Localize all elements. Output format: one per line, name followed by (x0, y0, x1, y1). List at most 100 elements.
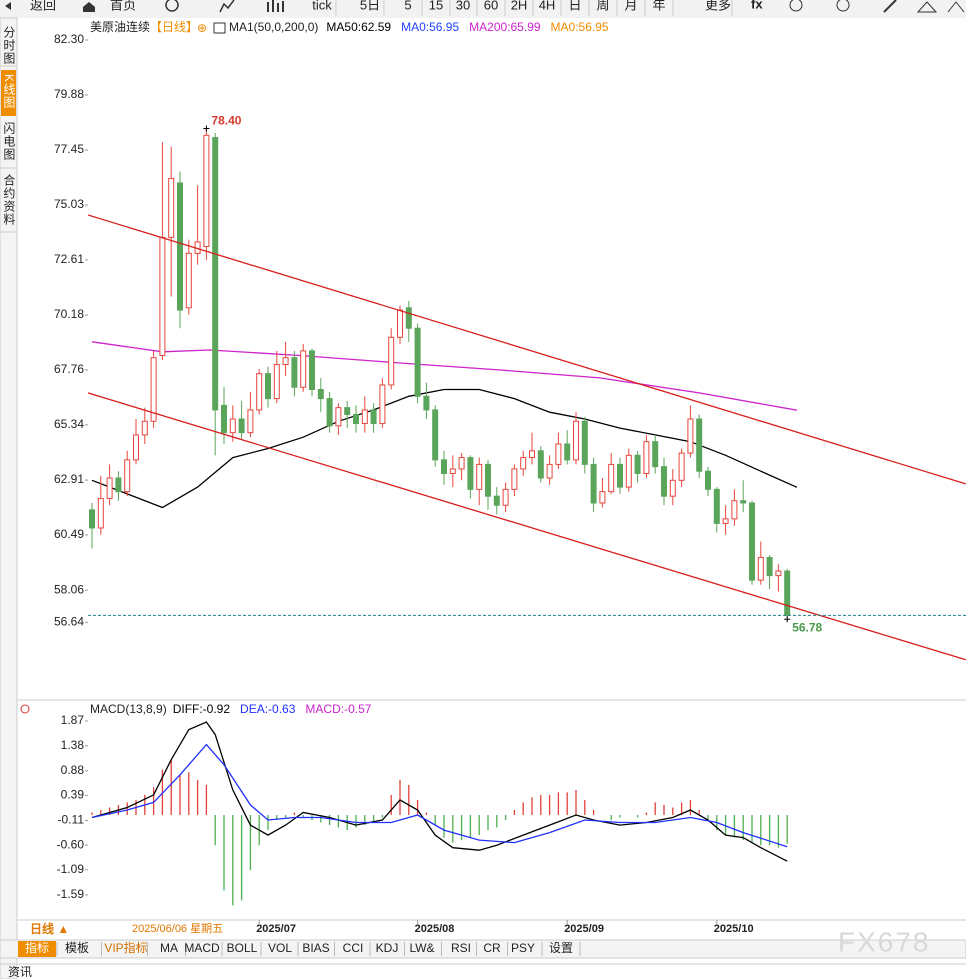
toolbar-item[interactable]: 周 (596, 0, 609, 12)
candle-body (564, 443, 571, 461)
tab[interactable]: LW& (409, 941, 434, 955)
tab[interactable]: BIAS (302, 941, 329, 955)
plot (88, 128, 966, 661)
tab[interactable]: MACD (184, 941, 220, 955)
candle-body (731, 500, 738, 520)
pen-icon[interactable] (883, 0, 897, 13)
back-icon (5, 2, 11, 10)
tab-active (18, 941, 56, 957)
candle-body (414, 327, 421, 397)
toolbar-item[interactable]: 年 (652, 0, 665, 12)
candle-body (713, 488, 720, 524)
zoom-in[interactable] (836, 0, 850, 12)
toolbar-item[interactable]: 首页 (110, 0, 136, 12)
candle-body (317, 389, 324, 400)
footer[interactable]: 资讯 (8, 965, 32, 979)
tab[interactable]: PSY (511, 941, 535, 955)
candle-icon[interactable] (267, 0, 284, 12)
fx-icon[interactable]: fx (751, 0, 763, 11)
settings-icon[interactable] (20, 704, 30, 714)
candle-body (678, 452, 685, 481)
legend-entry: MA200:65.99 (469, 20, 541, 34)
zoom-out[interactable] (789, 0, 803, 12)
tab[interactable]: VOL (268, 941, 292, 955)
y-tick-label: 77.45 (54, 142, 84, 156)
candle-body (344, 407, 351, 415)
bottom-tabs: 指标 模板 VIP指标 MA MACD BOLL VOL BIAS CCI KDJ LW& RSI CR… (18, 940, 581, 957)
toolbar-item[interactable]: 5 (404, 0, 411, 12)
side-tab[interactable]: 分时图 (2, 26, 16, 65)
tab[interactable]: KDJ (376, 941, 399, 955)
candle-body (520, 457, 527, 470)
y-tick-label: -1.09 (57, 862, 85, 876)
candle-body (309, 350, 315, 391)
toolbar-item[interactable]: 15 (429, 0, 443, 12)
line-icon[interactable] (947, 1, 965, 13)
side-tab[interactable]: K线图 (2, 74, 16, 109)
candle-body (696, 418, 703, 472)
toolbar-bg (0, 0, 966, 18)
annotation-cross (203, 125, 210, 132)
candle-body (133, 434, 139, 461)
toolbar-item[interactable]: 30 (456, 0, 470, 12)
period-button[interactable]: 日线 ▲ (30, 921, 69, 936)
candle-body (546, 463, 553, 479)
candle-body (203, 134, 210, 248)
candle-body (740, 500, 747, 504)
add-icon[interactable]: ⊕ (197, 21, 207, 35)
candle-body (722, 518, 729, 524)
candle-body (581, 420, 588, 465)
toolbar-item[interactable]: 4H (539, 0, 556, 12)
toolbar-item[interactable]: 5日 (360, 0, 380, 12)
toolbar-item[interactable]: 月 (624, 0, 637, 12)
toolbar-item[interactable]: 2H (511, 0, 528, 12)
candle-body (449, 468, 456, 474)
candle-body (669, 479, 676, 497)
tab[interactable]: VIP指标 (104, 940, 147, 955)
side-tab-active (1, 70, 16, 116)
tab[interactable]: RSI (451, 941, 471, 955)
tab[interactable]: BOLL (227, 941, 258, 955)
macd-line (91, 743, 788, 848)
tab[interactable]: MA (160, 941, 178, 955)
toolbar-item[interactable]: tick (312, 0, 332, 12)
toolbar-item[interactable]: 更多 (705, 0, 731, 12)
toolbar-item[interactable]: 日 (568, 0, 581, 12)
refresh-icon[interactable] (165, 0, 179, 12)
candle-body (159, 236, 166, 356)
shape-icon[interactable] (916, 1, 938, 13)
toolbar: fx 返回 首页 tick 5日 5 15 30 60 2H 4H 日 周 月 年 更多 (0, 0, 966, 18)
side-tab[interactable]: 闪电图 (2, 122, 16, 161)
tab[interactable]: 设置 (549, 941, 573, 955)
y-tick-label: 60.49 (54, 527, 84, 541)
toolbar-item[interactable]: 60 (484, 0, 498, 12)
candle-body (379, 384, 386, 425)
candle-body (661, 466, 667, 497)
candle-body (766, 556, 773, 577)
macd-title: MACD(13,8,9) (90, 702, 167, 716)
candle-body (529, 450, 535, 459)
candle-body (177, 182, 183, 311)
candle-body (705, 470, 711, 490)
candle-body (124, 459, 131, 493)
candle-body (485, 463, 491, 497)
annotation: 78.40 (211, 114, 241, 128)
main-legend: 美原油连续 【日线】 ⊕ MA1(50,0,200,0) (90, 19, 318, 35)
side-tab[interactable]: 合约资料 (2, 173, 16, 226)
y-tick-label: 0.39 (61, 788, 85, 802)
y-tick-label: 0.88 (61, 763, 85, 777)
candle-body (185, 252, 192, 309)
tab[interactable]: CR (483, 941, 501, 955)
candle-body (326, 398, 333, 427)
tab[interactable]: 指标 (25, 940, 49, 955)
chart-icon[interactable] (219, 0, 235, 13)
toolbar-item[interactable]: 返回 (30, 0, 56, 12)
candle-body (221, 404, 227, 434)
watermark: FX678 (838, 926, 931, 957)
tab[interactable]: CCI (343, 941, 364, 955)
y-tick-label: 70.18 (54, 307, 84, 321)
candle-body (687, 418, 694, 454)
tab[interactable]: 模板 (65, 941, 89, 955)
legend-entry: MA0:56.95 (401, 20, 459, 34)
